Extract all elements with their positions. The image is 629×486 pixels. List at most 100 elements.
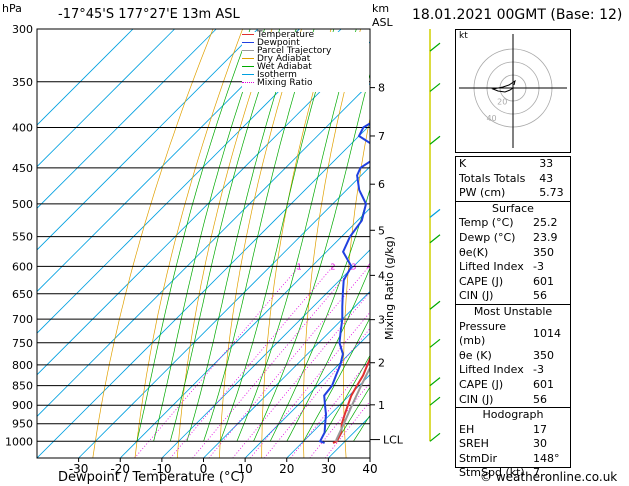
surface-label: Temp (°C) <box>459 216 514 230</box>
wind-barb <box>429 396 441 406</box>
isotherm-line <box>78 166 370 458</box>
isotherm-line <box>203 290 370 458</box>
surface-row: CAPE (J) 601 <box>456 275 570 290</box>
isotherm-line <box>286 374 370 458</box>
hodo-title: Hodograph <box>482 408 544 422</box>
isotherm-line <box>37 82 370 417</box>
pressure-tick-label: 300 <box>12 23 33 36</box>
series-parcel-trajectory <box>335 365 370 442</box>
legend-item: Dewpoint <box>242 39 300 48</box>
wind-barb <box>429 82 441 92</box>
hodo-row: EH 17 <box>456 423 570 438</box>
mixing-ratio-label: 15 <box>441 262 451 271</box>
mixing-ratio-axis-label: Mixing Ratio (g/kg) <box>383 236 396 340</box>
pressure-tick-label: 500 <box>12 198 33 211</box>
hodo-row: SREH 30 <box>456 437 570 452</box>
surface-label: Lifted Index <box>459 260 524 274</box>
index-row-tt: Totals Totals 43 <box>459 171 554 185</box>
surface-row: CIN (J) 56 <box>456 289 570 304</box>
isotherm-line <box>37 124 370 458</box>
mixing-ratio-label: 8 <box>405 262 410 271</box>
km-label: km <box>372 2 390 15</box>
wet-adiabat-line <box>303 317 370 442</box>
mu-row: Lifted Index -3 <box>456 363 570 378</box>
mu-label: Pressure (mb) <box>459 319 506 348</box>
pressure-tick-label: 950 <box>12 418 33 431</box>
dry-adiabat-line <box>420 29 449 458</box>
temp-tick-label: 10 <box>237 462 252 476</box>
legend-label: Wet Adiabat <box>257 62 312 72</box>
hodo-label: StmSpd (kt) <box>459 466 525 480</box>
surface-value: 56 <box>533 289 547 303</box>
legend-label: Dry Adiabat <box>257 54 311 64</box>
mu-row: CAPE (J) 601 <box>456 378 570 393</box>
mu-title: Most Unstable <box>473 304 553 318</box>
legend: Temperature Dewpoint Parcel Trajectory Dry … <box>242 31 369 92</box>
km-tick-label: 8 <box>378 82 385 95</box>
hodo-value: 30 <box>533 437 547 451</box>
asl-label: ASL <box>372 16 393 29</box>
pressure-tick-label: 450 <box>12 162 33 175</box>
legend-label: Temperature <box>257 30 315 40</box>
dry-adiabat-line <box>261 29 332 458</box>
legend-swatch <box>242 34 254 35</box>
pressure-tick-label: 850 <box>12 380 33 393</box>
wind-barb <box>429 300 441 310</box>
surface-section: Surface Temp (°C) 25.2 Dewp (°C) 23.9 θe(K) 3… <box>456 202 570 304</box>
km-tick-label: 4 <box>378 269 385 282</box>
temp-tick-label: 40 <box>362 462 377 476</box>
legend-label: Dewpoint <box>257 38 300 48</box>
km-tick-label: 7 <box>378 130 385 143</box>
hodo-row: StmDir 148° <box>456 452 570 467</box>
mixing-ratio-line <box>134 266 300 458</box>
mu-row: CIN (J) 56 <box>456 393 570 408</box>
mu-value: 56 <box>533 392 547 406</box>
plot-frame <box>36 28 371 459</box>
isotherm-line <box>37 29 300 293</box>
mu-value: 350 <box>533 348 554 362</box>
dry-adiabat-line <box>92 29 214 458</box>
wind-barb <box>429 234 441 244</box>
legend-label: Isotherm <box>257 70 297 80</box>
hodo-label: EH <box>459 422 475 436</box>
hodograph-section: Hodograph EH 17 SREH 30 StmDir 148° StmSpd (kt… <box>456 408 570 481</box>
wind-barb <box>429 338 441 348</box>
wind-barb <box>429 208 441 218</box>
legend-item: Dry Adiabat <box>242 55 310 64</box>
mu-label: CAPE (J) <box>459 377 504 391</box>
legend-item: Temperature <box>242 31 314 40</box>
legend-item: Mixing Ratio <box>242 79 312 88</box>
temp-tick-label: 20 <box>279 462 294 476</box>
pressure-tick-label: 750 <box>12 337 33 350</box>
x-axis-title: Dewpoint / Temperature (°C) <box>58 470 245 485</box>
mu-value: 601 <box>533 377 554 391</box>
mu-label: CIN (J) <box>459 392 494 406</box>
mu-row: θe (K) 350 <box>456 349 570 364</box>
isotherm-line <box>37 29 217 209</box>
km-tick-label: 1 <box>378 399 385 412</box>
mixing-ratio-line <box>170 266 334 458</box>
surface-value: 25.2 <box>533 216 558 230</box>
location-title: -17°45'S 177°27'E 13m ASL <box>58 7 240 22</box>
legend-swatch <box>242 58 254 59</box>
legend-swatch <box>242 50 254 51</box>
hodo-label: StmDir <box>459 451 498 465</box>
dry-adiabat-line <box>593 29 629 458</box>
km-tick-label: 3 <box>378 314 385 327</box>
legend-label: Parcel Trajectory <box>257 46 332 56</box>
pressure-tick-label: 650 <box>12 288 33 301</box>
mu-row: Pressure (mb) 1014 <box>456 320 570 349</box>
hodograph-trace <box>491 79 516 93</box>
temp-tick-label: 30 <box>321 462 336 476</box>
km-tick-label: 6 <box>378 178 385 191</box>
temp-tick-label: -20 <box>110 462 130 476</box>
mu-value: 1014 <box>533 326 561 340</box>
index-row-k: K 33 <box>459 157 554 170</box>
indices-panel: K 33 Totals Totals 43 PW (cm) 5.73 Surface … <box>455 156 571 479</box>
wet-adiabat-line <box>336 386 370 442</box>
isotherm-line <box>37 29 259 251</box>
mu-value: -3 <box>533 363 544 377</box>
dry-adiabat-line <box>302 29 361 458</box>
hodograph-box: 20 40 kt <box>455 29 571 153</box>
